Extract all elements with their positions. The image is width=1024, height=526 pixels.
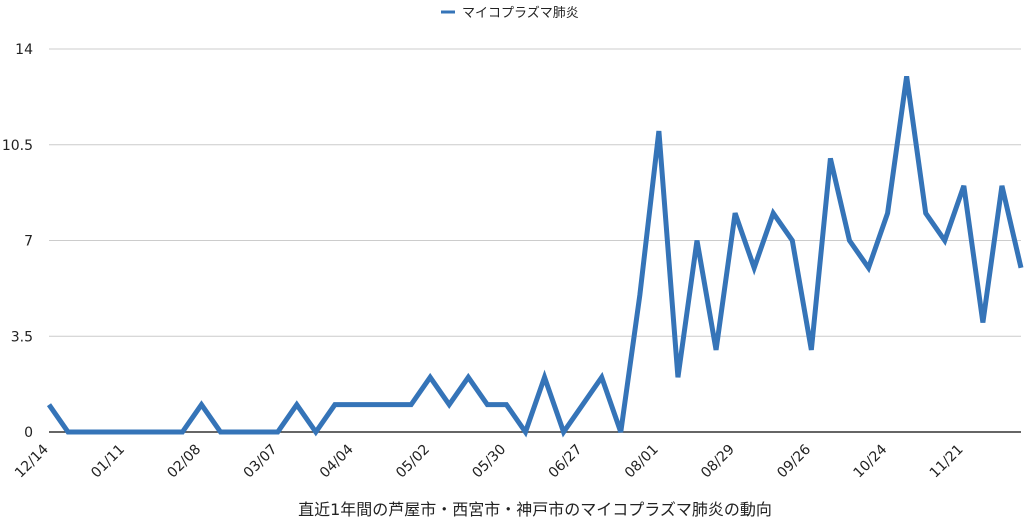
x-tick-label: 05/30 xyxy=(469,442,509,482)
x-tick-label: 02/08 xyxy=(164,442,204,482)
x-tick-label: 08/01 xyxy=(622,442,662,482)
series-line xyxy=(46,76,1024,438)
x-tick-label: 04/04 xyxy=(317,441,357,481)
x-tick-label: 11/21 xyxy=(927,442,967,482)
y-tick-label: 14 xyxy=(15,42,33,58)
y-tick-label: 7 xyxy=(24,234,33,250)
x-tick-label: 10/24 xyxy=(851,441,891,481)
y-tick-label: 10.5 xyxy=(2,138,33,154)
legend: マイコプラズマ肺炎 xyxy=(441,5,579,21)
x-tick-label: 08/29 xyxy=(698,442,738,482)
x-tick-label: 03/07 xyxy=(241,442,281,482)
x-tick-label: 01/11 xyxy=(88,442,128,482)
legend-label: マイコプラズマ肺炎 xyxy=(462,5,579,21)
x-tick-label: 06/27 xyxy=(546,442,586,482)
x-tick-label: 09/26 xyxy=(774,441,814,481)
y-tick-label: 0 xyxy=(24,425,33,441)
x-tick-label: 05/02 xyxy=(393,442,433,482)
x-tick-label: 12/14 xyxy=(12,441,52,481)
y-tick-label: 3.5 xyxy=(11,329,33,345)
x-axis-title: 直近1年間の芦屋市・西宮市・神戸市のマイコプラズマ肺炎の動向 xyxy=(298,500,772,519)
